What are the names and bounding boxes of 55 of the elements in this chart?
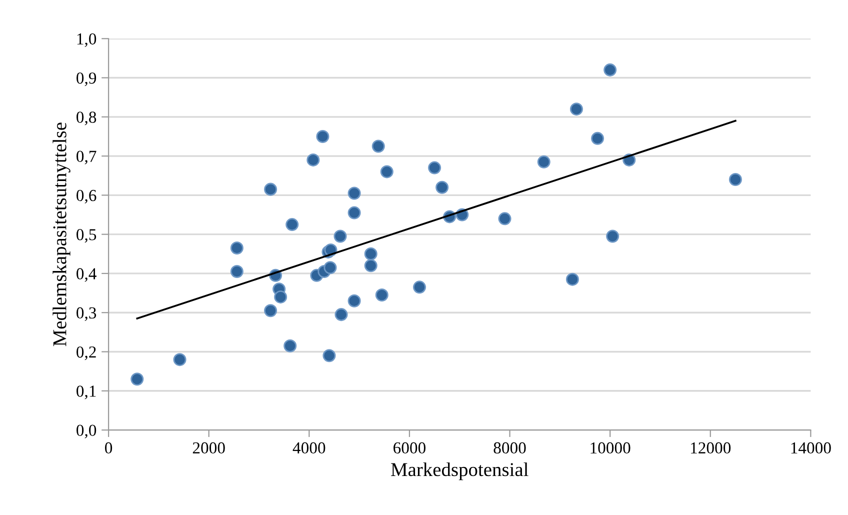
x-axis-title: Markedspotensial — [391, 462, 528, 480]
x-tick-label: 12000 — [691, 442, 731, 454]
y-tick-label: 0,3 — [76, 307, 96, 321]
point — [284, 339, 297, 352]
point — [728, 173, 742, 186]
point — [436, 180, 449, 194]
point — [537, 155, 550, 168]
y-tick-label: 0,2 — [76, 346, 96, 360]
point — [566, 272, 579, 286]
point — [348, 186, 361, 200]
point — [264, 304, 278, 318]
point — [606, 230, 620, 243]
y-tick-label: 0,4 — [76, 268, 96, 282]
y-axis-title: Medlemskapasitetsutnyttelse — [52, 122, 70, 346]
x-tick-label: 8000 — [494, 442, 526, 454]
y-tick-label: 0,9 — [76, 72, 96, 86]
point — [274, 290, 288, 304]
point — [570, 102, 583, 116]
point — [286, 218, 299, 232]
point — [334, 308, 348, 322]
point — [173, 353, 186, 366]
point — [364, 247, 378, 260]
point — [375, 288, 388, 302]
y-tick-label: 0,8 — [76, 112, 96, 126]
point — [348, 206, 361, 220]
point — [364, 259, 378, 272]
point — [230, 242, 244, 255]
point — [334, 230, 347, 243]
point — [264, 182, 278, 196]
x-tick-label: 4000 — [292, 442, 326, 454]
point — [348, 294, 361, 308]
point — [604, 63, 617, 76]
y-tick-label: 1,0 — [77, 33, 96, 47]
y-tick-label: 0,1 — [76, 386, 96, 400]
point — [230, 265, 244, 278]
y-tick-label: 0,0 — [76, 424, 96, 438]
point — [322, 349, 336, 362]
x-tick-label: 10000 — [590, 442, 630, 454]
y-tick-label: 0,5 — [76, 229, 96, 243]
y-tick-label: 0,7 — [76, 150, 96, 164]
y-tick-label: 0,6 — [76, 190, 96, 204]
x-tick-label: 14000 — [791, 442, 831, 454]
x-tick-label: 0 — [105, 442, 112, 454]
point — [372, 140, 385, 153]
point — [306, 153, 320, 166]
point — [591, 132, 604, 145]
x-tick-label: 2000 — [192, 442, 225, 454]
point — [324, 261, 337, 274]
point — [380, 165, 394, 178]
point — [316, 130, 330, 143]
x-tick-label: 6000 — [394, 442, 426, 454]
point — [428, 161, 442, 174]
point — [130, 372, 144, 386]
point — [498, 212, 512, 226]
point — [412, 280, 426, 294]
